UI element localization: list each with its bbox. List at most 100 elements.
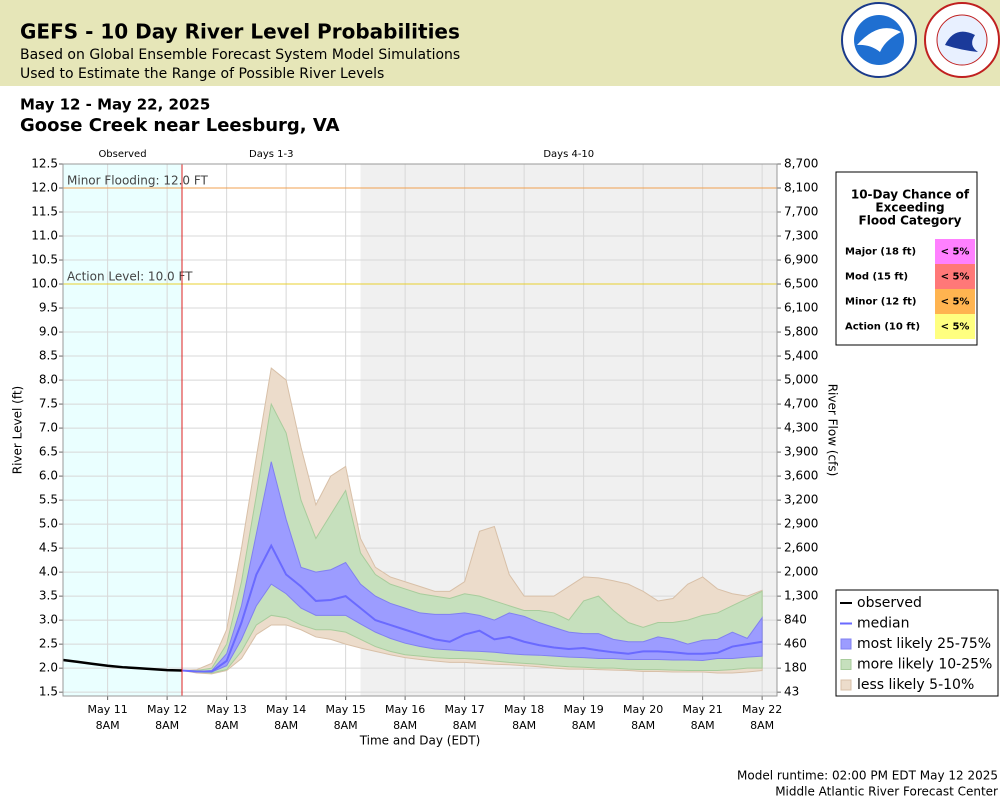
y2-tick-label: 5,800 (784, 325, 818, 339)
category-label: Minor (12 ft) (845, 297, 916, 308)
x-tick-label: May 14 8AM (266, 703, 306, 732)
category-label: Major (18 ft) (845, 247, 916, 258)
y2-tick-label: 460 (784, 637, 807, 651)
chance-cell (935, 314, 975, 339)
legend-box (835, 589, 999, 697)
noaa-logo (841, 2, 917, 78)
legend-label: less likely 5-10% (857, 677, 974, 693)
y-tick-label: 3.5 (39, 589, 58, 603)
chance-label: < 5% (941, 247, 970, 258)
y2-tick-label: 3,900 (784, 445, 818, 459)
nws-logo (924, 2, 1000, 78)
x-tick-label: May 20 8AM (623, 703, 663, 732)
series-line (181, 543, 763, 673)
y-tick-label: 12.0 (31, 181, 58, 195)
legend-label: observed (857, 595, 922, 611)
chance-cell (935, 239, 975, 264)
legend-label: median (857, 616, 909, 632)
y-tick-label: 6.0 (39, 469, 58, 483)
page-title: GEFS - 10 Day River Level Probabilities (20, 20, 460, 44)
x-axis-label: Time and Day (EDT) (359, 734, 481, 748)
x-tick-label: May 18 8AM (504, 703, 544, 732)
legend-swatch (840, 638, 852, 650)
x-tick-label: May 22 8AM (742, 703, 782, 732)
y-tick-label: 9.5 (39, 301, 58, 315)
threshold-label: Action Level: 10.0 FT (67, 270, 193, 284)
y2-tick-label: 3,600 (784, 469, 818, 483)
band-area (181, 461, 763, 673)
category-label: Action (10 ft) (845, 322, 920, 333)
threshold-label: Minor Flooding: 12.0 FT (67, 174, 209, 188)
flood-table-title: 10-Day Chance of (851, 188, 970, 202)
x-tick-label: May 12 8AM (147, 703, 187, 732)
y-tick-label: 2.0 (39, 661, 58, 675)
y-tick-label: 7.0 (39, 421, 58, 435)
plot-frame (62, 163, 778, 697)
x-tick-label: May 15 8AM (326, 703, 366, 732)
y-tick-label: 11.5 (31, 205, 58, 219)
y-tick-label: 3.0 (39, 613, 58, 627)
chance-cell (935, 289, 975, 314)
y2-tick-label: 180 (784, 661, 807, 675)
legend-swatch (840, 659, 852, 670)
x-tick-label: May 11 8AM (88, 703, 128, 732)
y2-axis-label: River Flow (cfs) (826, 384, 840, 477)
y-tick-label: 11.0 (31, 229, 58, 243)
category-label: Mod (15 ft) (845, 272, 908, 283)
flood-table-title: Flood Category (859, 214, 962, 228)
y-tick-label: 4.0 (39, 565, 58, 579)
x-tick-label: May 17 8AM (445, 703, 485, 732)
y-tick-label: 4.5 (39, 541, 58, 555)
y-tick-label: 7.5 (39, 397, 58, 411)
y2-tick-label: 5,400 (784, 349, 818, 363)
x-tick-label: May 19 8AM (564, 703, 604, 732)
flood-table-title: Exceeding (875, 201, 944, 215)
region-label: Observed (98, 149, 146, 160)
y-axis-label: River Level (ft) (11, 386, 25, 474)
y2-tick-label: 1,300 (784, 589, 818, 603)
y-tick-label: 12.5 (31, 157, 58, 171)
subtitle: Used to Estimate the Range of Possible R… (20, 66, 384, 82)
chance-cell (935, 264, 975, 289)
header-band (0, 0, 1000, 86)
chance-label: < 5% (941, 272, 970, 283)
y2-tick-label: 8,100 (784, 181, 818, 195)
y-tick-label: 1.5 (39, 685, 58, 699)
y2-tick-label: 2,000 (784, 565, 818, 579)
chance-label: < 5% (941, 297, 970, 308)
y2-tick-label: 4,700 (784, 397, 818, 411)
y2-tick-label: 6,900 (784, 253, 818, 267)
y-tick-label: 5.0 (39, 517, 58, 531)
date-range: May 12 - May 22, 2025 (20, 96, 210, 114)
x-tick-label: May 13 8AM (207, 703, 247, 732)
y-tick-label: 6.5 (39, 445, 58, 459)
y2-tick-label: 8,700 (784, 157, 818, 171)
y2-tick-label: 3,200 (784, 493, 818, 507)
subtitle: Based on Global Ensemble Forecast System… (20, 47, 460, 63)
chart-title: Goose Creek near Leesburg, VA (20, 115, 340, 136)
y-tick-label: 8.0 (39, 373, 58, 387)
y-tick-label: 2.5 (39, 637, 58, 651)
y2-tick-label: 2,900 (784, 517, 818, 531)
legend-label: more likely 10-25% (857, 657, 992, 673)
chance-label: < 5% (941, 322, 970, 333)
x-tick-label: May 21 8AM (683, 703, 723, 732)
x-tick-label: May 16 8AM (385, 703, 425, 732)
footer-text: Middle Atlantic River Forecast Center (775, 785, 998, 799)
legend-label: most likely 25-75% (857, 636, 991, 652)
y2-tick-label: 7,700 (784, 205, 818, 219)
y2-tick-label: 4,300 (784, 421, 818, 435)
y-tick-label: 5.5 (39, 493, 58, 507)
region-label: Days 1-3 (249, 149, 293, 160)
legend-swatch (840, 679, 852, 691)
y2-tick-label: 43 (784, 685, 799, 699)
y-tick-label: 10.0 (31, 277, 58, 291)
series-line (62, 658, 183, 672)
y2-tick-label: 6,500 (784, 277, 818, 291)
y-tick-label: 10.5 (31, 253, 58, 267)
y2-tick-label: 840 (784, 613, 807, 627)
y-tick-label: 9.0 (39, 325, 58, 339)
footer-text: Model runtime: 02:00 PM EDT May 12 2025 (737, 769, 998, 783)
y2-tick-label: 5,000 (784, 373, 818, 387)
